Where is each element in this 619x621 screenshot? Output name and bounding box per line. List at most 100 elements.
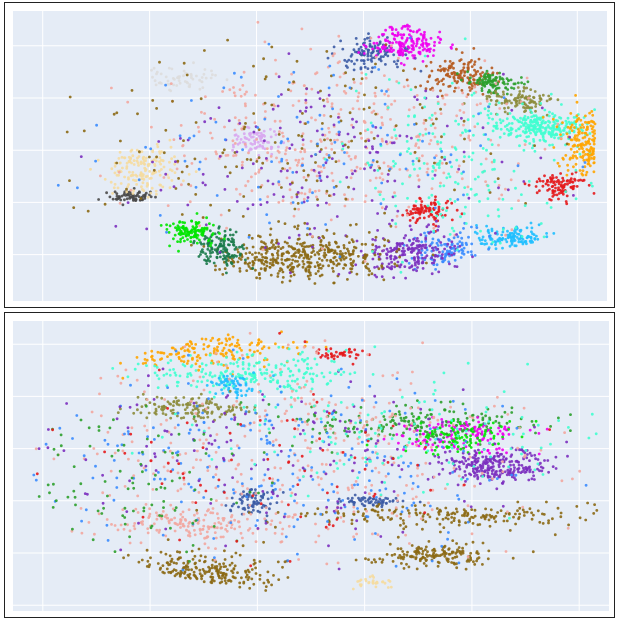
scatter-point-cluster-11 (375, 275, 378, 279)
scatter-point-cluster-10 (423, 251, 427, 255)
scatter-point-cluster-22 (406, 123, 410, 127)
scatter-point-cluster-16 (173, 162, 177, 166)
scatter-point-cluster-18 (151, 75, 154, 79)
scatter-point-cluster-6 (592, 142, 596, 146)
scatter-point-cluster-6 (496, 432, 500, 436)
scatter-point-cluster-18 (160, 82, 163, 85)
scatter-point-cluster-12 (365, 266, 368, 270)
scatter-point-cluster-6 (565, 173, 569, 177)
scatter-point-cluster-0 (188, 344, 191, 348)
scatter-point-cluster-14 (194, 231, 197, 234)
scatter-point-cluster-3 (220, 388, 224, 392)
scatter-point-cluster-19 (457, 164, 461, 168)
scatter-point-cluster-11 (413, 258, 416, 262)
scatter-point-cluster-19 (510, 228, 514, 232)
scatter-point-cluster-17 (258, 143, 262, 147)
scatter-point-cluster-4 (191, 408, 195, 412)
scatter-point-cluster-19 (294, 158, 298, 162)
scatter-point-cluster-22 (510, 207, 514, 210)
scatter-point-cluster-5 (343, 429, 346, 433)
scatter-point-cluster-21 (298, 120, 302, 124)
scatter-point-cluster-19 (456, 170, 459, 174)
scatter-point-cluster-17 (261, 141, 265, 145)
scatter-point-cluster-0 (373, 44, 377, 48)
scatter-point-cluster-3 (487, 78, 490, 82)
scatter-point-cluster-19 (390, 103, 393, 106)
scatter-point-cluster-14 (168, 244, 172, 248)
scatter-point-cluster-1 (250, 374, 254, 378)
scatter-point-cluster-7 (463, 470, 467, 473)
scatter-point-cluster-0 (215, 348, 219, 352)
scatter-point-cluster-16 (125, 167, 129, 170)
scatter-point-cluster-20 (418, 103, 422, 106)
scatter-point-cluster-22 (443, 155, 447, 159)
scatter-point-cluster-23 (223, 138, 227, 142)
scatter-point-cluster-5 (549, 133, 553, 137)
scatter-point-cluster-6 (436, 422, 440, 426)
scatter-point-cluster-19 (505, 102, 508, 106)
scatter-point-cluster-6 (569, 147, 573, 151)
scatter-point-cluster-18 (173, 78, 176, 81)
scatter-point-cluster-19 (428, 142, 431, 146)
scatter-point-cluster-18 (209, 76, 213, 80)
scatter-point-cluster-17 (249, 132, 252, 136)
scatter-point-cluster-11 (406, 247, 410, 251)
scatter-point-cluster-21 (494, 231, 497, 235)
scatter-point-cluster-0 (256, 349, 259, 353)
scatter-point-cluster-21 (392, 141, 396, 145)
scatter-point-cluster-7 (544, 182, 548, 186)
scatter-point-cluster-22 (454, 148, 458, 151)
scatter-point-cluster-12 (268, 233, 272, 237)
scatter-point-cluster-20 (445, 162, 448, 165)
scatter-point-cluster-0 (371, 50, 375, 54)
scatter-point-cluster-0 (248, 348, 252, 352)
scatter-point-cluster-0 (212, 349, 216, 353)
scatter-point-cluster-4 (495, 94, 499, 98)
scatter-point-cluster-20 (328, 194, 331, 198)
scatter-point-cluster-20 (201, 216, 205, 219)
scatter-point-cluster-20 (334, 160, 338, 164)
scatter-point-cluster-19 (370, 111, 374, 114)
scatter-point-cluster-19 (345, 151, 349, 155)
scatter-point-cluster-1 (216, 362, 220, 366)
scatter-point-cluster-12 (276, 256, 279, 260)
scatter-point-cluster-7 (516, 467, 519, 471)
scatter-point-cluster-5 (540, 132, 543, 136)
scatter-point-cluster-4 (182, 396, 186, 399)
scatter-point-cluster-9 (545, 232, 548, 235)
scatter-point-cluster-0 (362, 62, 366, 65)
scatter-point-cluster-16 (130, 148, 134, 152)
scatter-plot-bottom (13, 321, 609, 611)
scatter-point-cluster-12 (305, 233, 309, 237)
scatter-point-cluster-1 (357, 51, 361, 54)
scatter-point-cluster-18 (152, 66, 156, 70)
scatter-point-cluster-5 (543, 132, 546, 135)
scatter-point-cluster-5 (509, 128, 513, 132)
scatter-point-cluster-19 (266, 151, 270, 155)
scatter-point-cluster-20 (264, 75, 268, 79)
scatter-point-cluster-1 (406, 57, 409, 60)
scatter-point-cluster-5 (547, 131, 551, 135)
scatter-point-cluster-22 (431, 177, 435, 181)
scatter-point-cluster-20 (209, 203, 213, 207)
scatter-point-cluster-6 (588, 137, 591, 141)
scatter-point-cluster-16 (89, 167, 92, 171)
scatter-point-cluster-20 (136, 112, 139, 116)
scatter-point-cluster-12 (253, 258, 257, 262)
scatter-point-cluster-4 (145, 416, 149, 420)
scatter-point-cluster-23 (421, 139, 424, 143)
scatter-point-cluster-5 (359, 406, 363, 409)
scatter-point-cluster-21 (304, 98, 308, 102)
scatter-point-cluster-14 (186, 238, 189, 241)
scatter-point-cluster-0 (357, 47, 361, 51)
scatter-point-cluster-12 (276, 249, 280, 253)
scatter-point-cluster-4 (183, 408, 187, 411)
scatter-point-cluster-22 (463, 186, 467, 190)
scatter-point-cluster-11 (450, 240, 454, 244)
scatter-point-cluster-3 (506, 88, 510, 91)
scatter-point-cluster-2 (336, 355, 339, 358)
scatter-point-cluster-19 (190, 162, 194, 165)
scatter-point-cluster-19 (330, 105, 334, 109)
scatter-point-cluster-20 (374, 62, 377, 66)
scatter-point-cluster-21 (114, 224, 118, 228)
